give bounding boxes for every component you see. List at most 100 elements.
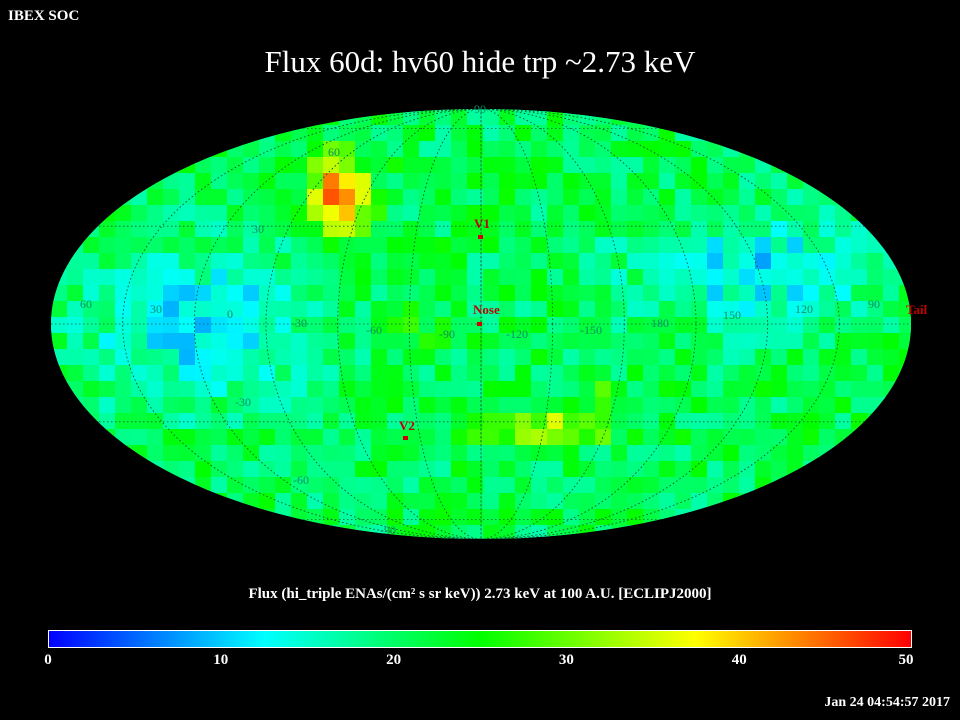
flux-pixel — [355, 189, 372, 206]
flux-pixel — [179, 221, 196, 238]
flux-pixel — [307, 397, 324, 414]
flux-pixel — [883, 397, 900, 414]
flux-pixel — [307, 461, 324, 478]
flux-pixel — [115, 429, 132, 446]
flux-pixel — [739, 429, 756, 446]
flux-pixel — [835, 285, 852, 302]
flux-pixel — [707, 221, 724, 238]
flux-pixel — [291, 509, 308, 526]
flux-pixel — [147, 461, 164, 478]
flux-pixel — [403, 397, 420, 414]
flux-pixel — [499, 461, 516, 478]
flux-pixel — [515, 189, 532, 206]
flux-pixel — [643, 365, 660, 382]
flux-pixel — [611, 509, 628, 526]
flux-pixel — [403, 317, 420, 334]
flux-pixel — [387, 397, 404, 414]
flux-pixel — [755, 157, 772, 174]
flux-pixel — [195, 141, 212, 158]
flux-pixel — [211, 477, 228, 494]
flux-pixel — [883, 189, 900, 206]
flux-pixel — [483, 173, 500, 190]
flux-pixel — [483, 397, 500, 414]
flux-pixel — [179, 237, 196, 254]
flux-pixel — [227, 237, 244, 254]
flux-pixel — [387, 205, 404, 222]
flux-pixel — [883, 381, 900, 398]
flux-pixel — [291, 157, 308, 174]
flux-pixel — [227, 221, 244, 238]
flux-pixel — [643, 269, 660, 286]
flux-pixel — [579, 365, 596, 382]
flux-pixel — [835, 381, 852, 398]
flux-pixel — [499, 221, 516, 238]
flux-pixel — [659, 445, 676, 462]
flux-pixel — [739, 269, 756, 286]
flux-pixel — [99, 333, 116, 350]
flux-pixel — [179, 413, 196, 430]
flux-pixel — [515, 253, 532, 270]
flux-pixel — [99, 413, 116, 430]
flux-pixel — [531, 125, 548, 142]
flux-pixel — [531, 221, 548, 238]
flux-pixel — [611, 157, 628, 174]
flux-pixel — [803, 477, 820, 494]
flux-pixel — [307, 445, 324, 462]
flux-pixel — [51, 285, 68, 302]
flux-pixel — [147, 333, 164, 350]
flux-pixel — [755, 109, 772, 126]
flux-pixel — [51, 349, 68, 366]
flux-pixel — [227, 461, 244, 478]
flux-pixel — [227, 349, 244, 366]
flux-pixel — [323, 429, 340, 446]
flux-pixel — [483, 349, 500, 366]
flux-pixel — [243, 141, 260, 158]
flux-pixel — [131, 509, 148, 526]
flux-pixel — [611, 413, 628, 430]
flux-pixel — [611, 525, 628, 539]
flux-pixel — [467, 429, 484, 446]
flux-pixel — [627, 301, 644, 318]
flux-pixel — [147, 477, 164, 494]
flux-pixel — [163, 237, 180, 254]
marker-v2-label: V2 — [399, 418, 415, 433]
flux-pixel — [707, 157, 724, 174]
flux-pixel — [899, 445, 911, 462]
flux-pixel — [291, 317, 308, 334]
flux-pixel — [675, 237, 692, 254]
flux-pixel — [179, 125, 196, 142]
flux-pixel — [211, 125, 228, 142]
meridian-line — [193, 109, 769, 539]
flux-pixel — [211, 157, 228, 174]
flux-pixel — [707, 333, 724, 350]
flux-pixel — [259, 365, 276, 382]
flux-pixel — [371, 221, 388, 238]
flux-pixel — [739, 125, 756, 142]
flux-pixel — [451, 301, 468, 318]
flux-pixel — [83, 237, 100, 254]
flux-pixel — [83, 157, 100, 174]
flux-pixel — [227, 333, 244, 350]
flux-pixel — [227, 157, 244, 174]
flux-pixel — [179, 493, 196, 510]
flux-pixel — [499, 493, 516, 510]
flux-pixel — [531, 189, 548, 206]
flux-pixel — [531, 413, 548, 430]
flux-pixel — [147, 173, 164, 190]
flux-pixel — [547, 301, 564, 318]
flux-pixel — [563, 157, 580, 174]
flux-pixel — [547, 317, 564, 334]
flux-pixel — [547, 157, 564, 174]
flux-pixel — [307, 509, 324, 526]
flux-pixel — [595, 509, 612, 526]
flux-pixel — [451, 477, 468, 494]
flux-pixel — [563, 365, 580, 382]
flux-pixel — [611, 253, 628, 270]
flux-pixel — [179, 157, 196, 174]
flux-pixel — [179, 445, 196, 462]
lon-label-m120: -120 — [506, 327, 528, 341]
flux-pixel — [643, 301, 660, 318]
flux-pixel — [99, 189, 116, 206]
flux-pixel — [147, 301, 164, 318]
flux-pixel — [131, 237, 148, 254]
